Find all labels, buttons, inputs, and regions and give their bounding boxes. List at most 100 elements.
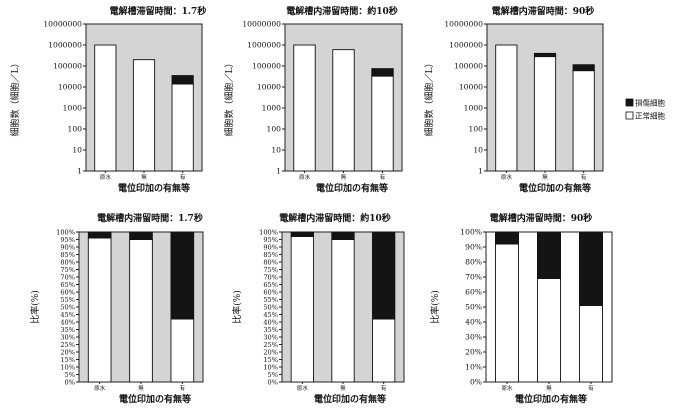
c4-y-tick-label: 20% — [263, 349, 278, 357]
c2-y-tick-label: 10000 — [459, 83, 483, 92]
c4-y-tick-label: 5% — [268, 371, 278, 379]
c3-y-tick-label: 100% — [56, 229, 75, 237]
c5-x-axis-label: 電位印加の有無等 — [515, 393, 587, 405]
c4-y-tick-label: 0% — [268, 379, 278, 387]
c4-x-tick-label: 無 — [340, 384, 346, 392]
c0-x-tick-label: 原水 — [100, 173, 112, 181]
c5-y-tick-label: 90% — [465, 243, 482, 252]
c4-y-tick-label: 85% — [263, 251, 278, 259]
c1-y-axis-label: 細胞数（細胞／L） — [223, 59, 235, 137]
c4-x-tick-label: 原水 — [297, 384, 309, 392]
c2-bar-damaged — [572, 64, 595, 72]
c3-y-tick-label: 35% — [60, 326, 75, 334]
c2-bar-normal — [572, 70, 595, 172]
c0-chart-title: 電解槽滞留時間：1.7秒 — [110, 5, 207, 17]
c3-y-tick-label: 75% — [60, 266, 75, 274]
c5-y-tick-label: 0% — [470, 378, 482, 387]
c3-y-tick-label: 5% — [65, 371, 75, 379]
c5-x-tick-label: 有 — [588, 384, 594, 392]
c2-y-axis-label: 細胞数（細胞／L） — [423, 59, 435, 137]
c0-bar-normal — [94, 44, 117, 172]
c3-y-tick-label: 25% — [60, 341, 75, 349]
c3-y-tick-label: 20% — [60, 349, 75, 357]
c4-y-axis-label: 比率(%) — [231, 290, 243, 324]
c0-y-tick-label: 1 — [77, 167, 82, 176]
c3-y-tick-label: 15% — [60, 356, 75, 364]
c2-bar-damaged — [533, 52, 557, 58]
c1-chart-title: 電解槽内滞留時間：約10秒 — [286, 5, 398, 17]
c5-bar-damaged — [579, 231, 604, 306]
c3-bar-normal — [129, 239, 153, 383]
c2-y-tick-label: 1000000 — [449, 41, 483, 50]
c3-x-axis-label: 電位印加の有無等 — [119, 393, 191, 405]
c0-x-axis-label: 電位印加の有無等 — [118, 182, 190, 194]
c5-x-tick-label: 原水 — [501, 384, 513, 392]
c4-y-tick-label: 60% — [263, 289, 278, 297]
c4-y-tick-label: 25% — [263, 341, 278, 349]
c4-bar-damaged — [290, 231, 314, 237]
c4-y-tick-label: 35% — [263, 326, 278, 334]
c1-y-tick-label: 10000000 — [242, 20, 281, 29]
c3-y-tick-label: 60% — [60, 289, 75, 297]
c1-y-tick-label: 10 — [271, 146, 281, 155]
c3-bar-normal — [87, 237, 112, 383]
c4-y-tick-label: 70% — [263, 274, 278, 282]
c4-y-tick-label: 95% — [263, 236, 278, 244]
c4-y-tick-label: 50% — [263, 304, 278, 312]
c2-bar-normal — [533, 56, 557, 172]
c2-y-tick-label: 100 — [469, 125, 484, 134]
c2-y-tick-label: 10000000 — [444, 20, 483, 29]
c4-y-tick-label: 55% — [263, 296, 278, 304]
c0-y-tick-label: 1000000 — [48, 41, 82, 50]
c1-y-tick-label: 1000 — [262, 104, 281, 113]
c5-y-tick-label: 80% — [465, 258, 482, 267]
c5-bar-normal — [537, 278, 562, 383]
c5-y-tick-label: 100% — [460, 228, 482, 237]
c0-bar-damaged — [171, 75, 194, 85]
legend-swatch-damaged — [625, 98, 634, 107]
c3-y-tick-label: 50% — [60, 304, 75, 312]
c5-y-tick-label: 50% — [465, 303, 482, 312]
c1-y-tick-label: 10000 — [257, 83, 281, 92]
c2-y-tick-label: 10 — [473, 146, 483, 155]
c4-bar-normal — [331, 239, 355, 383]
c1-bar-normal — [371, 75, 394, 172]
c3-y-tick-label: 80% — [60, 259, 75, 267]
c4-x-tick-label: 有 — [381, 384, 387, 392]
c3-y-axis-label: 比率(%) — [29, 290, 41, 324]
c5-y-tick-label: 20% — [465, 348, 482, 357]
c0-y-axis-label: 細胞数（細胞／L） — [9, 59, 21, 137]
c1-x-axis-label: 電位印加の有無等 — [316, 182, 388, 194]
c0-bar-normal — [132, 59, 156, 172]
c4-y-tick-label: 40% — [263, 319, 278, 327]
c2-x-tick-label: 原水 — [501, 173, 513, 181]
c4-y-tick-label: 45% — [263, 311, 278, 319]
c3-y-tick-label: 85% — [60, 251, 75, 259]
c5-bar-normal — [495, 243, 520, 383]
c4-y-tick-label: 80% — [263, 259, 278, 267]
c4-bar-normal — [290, 236, 314, 383]
c0-y-tick-label: 10 — [72, 146, 82, 155]
c4-bar-normal — [372, 318, 396, 383]
c3-y-tick-label: 70% — [60, 274, 75, 282]
c4-chart-title: 電解槽内滞留時間：約10秒 — [279, 212, 391, 224]
c0-x-tick-label: 無 — [141, 173, 147, 181]
c3-bar-damaged — [170, 231, 195, 320]
c3-y-tick-label: 10% — [60, 364, 75, 372]
c1-bar-normal — [293, 44, 316, 172]
c2-x-axis-label: 電位印加の有無等 — [519, 182, 591, 194]
c3-y-tick-label: 40% — [60, 319, 75, 327]
c4-y-tick-label: 65% — [263, 281, 278, 289]
legend-label-normal: 正常細胞 — [635, 111, 665, 121]
c4-y-tick-label: 15% — [263, 356, 278, 364]
c5-bar-normal — [579, 305, 604, 383]
c1-x-tick-label: 無 — [341, 173, 347, 181]
c2-chart-title: 電解槽内滞留時間：90秒 — [492, 5, 595, 17]
legend-label-damaged: 損傷細胞 — [635, 98, 665, 108]
c1-x-tick-label: 原水 — [299, 173, 311, 181]
c0-y-tick-label: 10000000 — [43, 20, 82, 29]
c5-bar-damaged — [495, 231, 520, 245]
c3-bar-normal — [170, 318, 195, 383]
